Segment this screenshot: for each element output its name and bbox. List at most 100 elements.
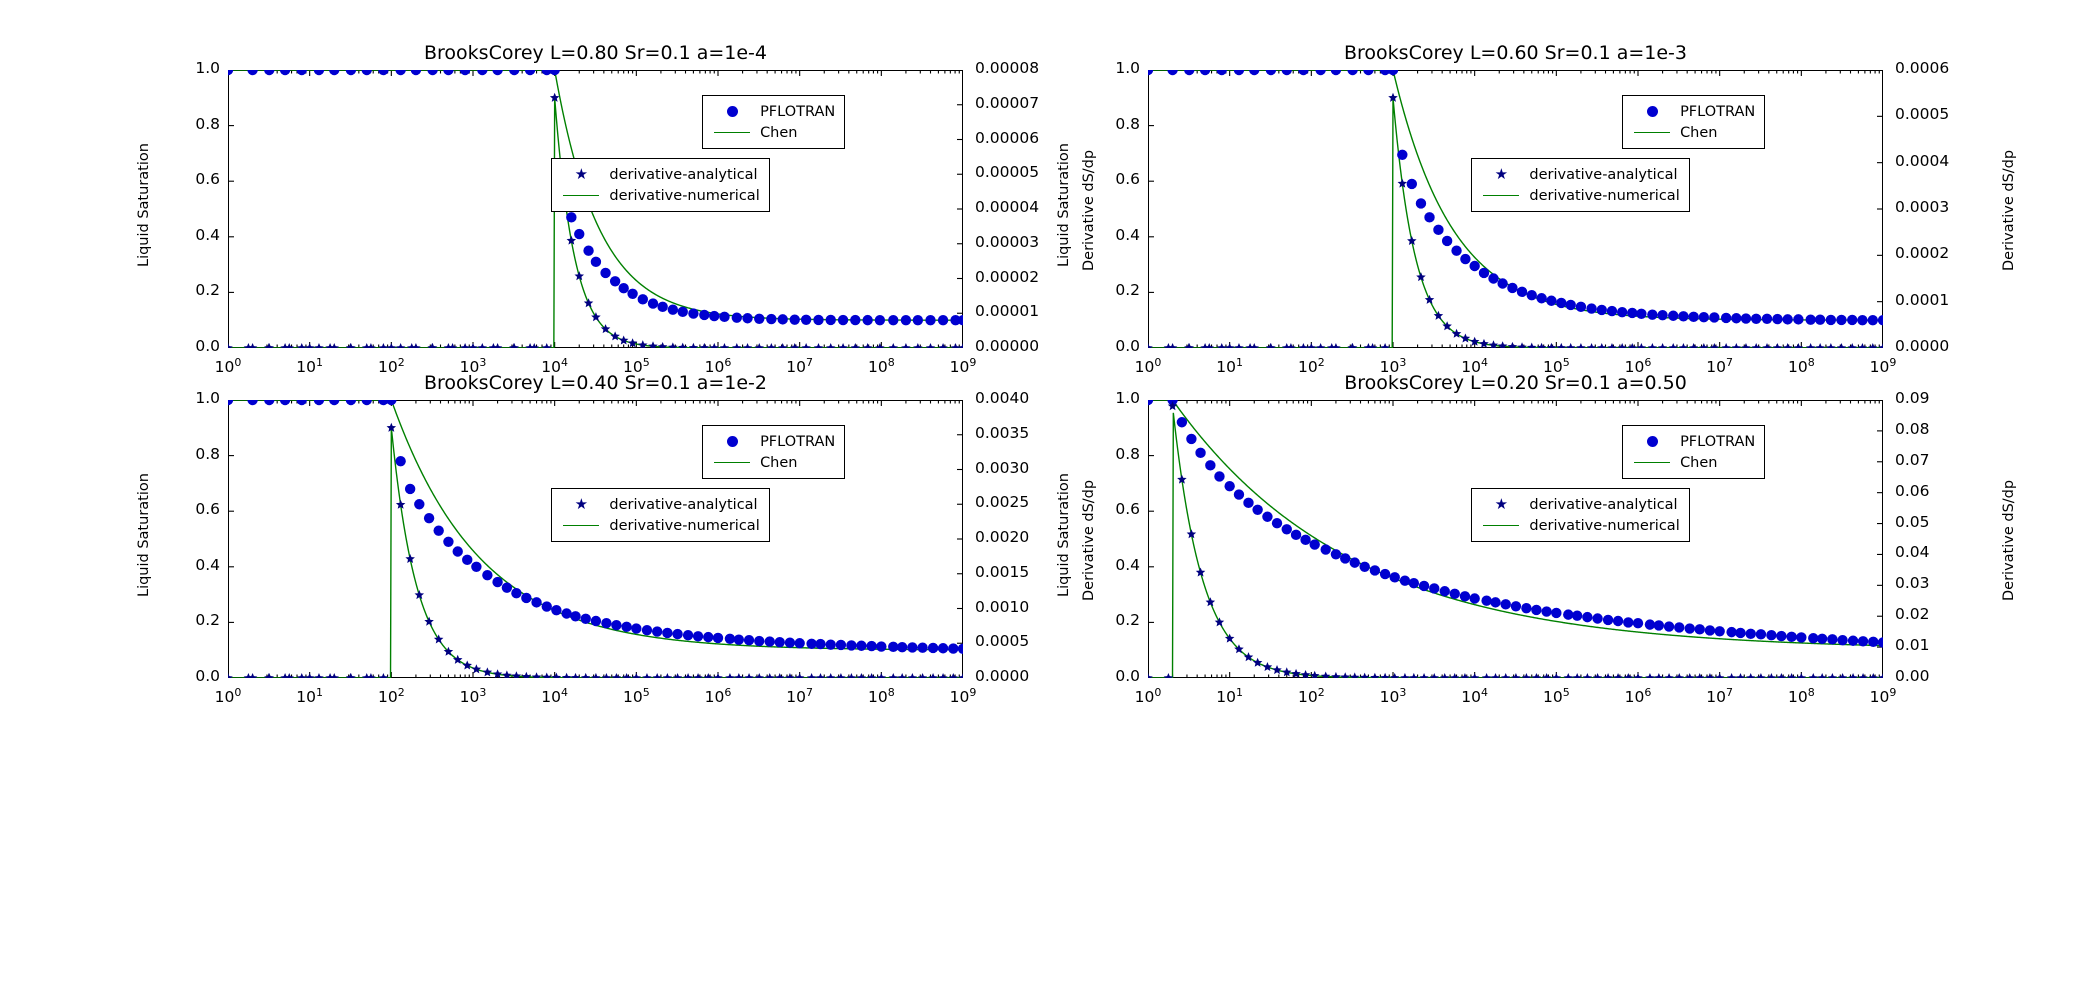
y-tick-left: 0.0 <box>195 667 220 685</box>
y-tick-left: 0.6 <box>195 170 220 189</box>
x-tick: 103 <box>459 356 487 377</box>
panel-title: BrooksCorey L=0.20 Sr=0.1 a=0.50 <box>1344 372 1687 394</box>
legend-upper[interactable]: PFLOTRAN Chen <box>1622 95 1766 149</box>
legend-label: derivative-numerical <box>1529 517 1680 534</box>
line-icon <box>1630 462 1674 463</box>
y-tick-left: 1.0 <box>195 389 220 407</box>
legend-row: derivative-numerical <box>559 185 760 206</box>
legend-lower[interactable]: ★ derivative-analytical derivative-numeric… <box>551 488 770 542</box>
x-tick: 106 <box>704 686 732 707</box>
legend-lower[interactable]: ★ derivative-analytical derivative-numeric… <box>551 158 770 212</box>
y-tick-left: 0.4 <box>195 555 220 574</box>
y-tick-right: 0.00004 <box>975 198 1040 216</box>
y-tick-right: 0.00001 <box>975 302 1040 321</box>
series-derivative-numerical <box>1148 412 1883 678</box>
y-axis-label-left: Liquid Saturation <box>136 143 152 267</box>
panel-title: BrooksCorey L=0.60 Sr=0.1 a=1e-3 <box>1343 42 1688 64</box>
legend-row: PFLOTRAN <box>1630 431 1755 452</box>
x-tick: 105 <box>622 686 650 707</box>
y-tick-right: 0.00006 <box>975 128 1040 147</box>
dot-icon <box>726 106 738 117</box>
series-pflotran <box>228 70 963 326</box>
x-tick: 105 <box>622 356 650 377</box>
star-icon: ★ <box>574 495 589 513</box>
dot-icon <box>1646 436 1658 447</box>
legend-label: derivative-numerical <box>1529 187 1680 204</box>
y-tick-right: 0.03 <box>1895 574 1930 593</box>
x-tick: 106 <box>704 356 732 377</box>
y-tick-right: 0.0000 <box>1895 337 1950 355</box>
star-icon: ★ <box>1479 167 1523 182</box>
x-tick: 104 <box>541 356 569 377</box>
legend-label: PFLOTRAN <box>760 433 836 450</box>
x-tick: 107 <box>1706 686 1734 707</box>
panel-title: BrooksCorey L=0.40 Sr=0.1 a=1e-2 <box>423 372 768 394</box>
y-tick-right: 0.00 <box>1895 667 1930 685</box>
x-tick: 101 <box>1216 686 1244 707</box>
plot-area-panel-bottom-right <box>1148 400 1883 678</box>
y-tick-left: 0.4 <box>195 225 220 244</box>
x-tick: 101 <box>1216 356 1244 377</box>
x-tick: 109 <box>1869 686 1897 707</box>
y-tick-left: 0.8 <box>195 114 220 133</box>
legend-row: PFLOTRAN <box>710 431 835 452</box>
x-tick: 104 <box>1461 686 1489 707</box>
series-pflotran <box>228 400 963 655</box>
legend-label: derivative-numerical <box>609 187 760 204</box>
dot-icon <box>710 106 754 117</box>
dot-icon <box>1646 106 1658 117</box>
y-tick-right: 0.09 <box>1895 389 1930 407</box>
legend-row: derivative-numerical <box>559 515 760 536</box>
y-tick-right: 0.0010 <box>975 597 1030 616</box>
y-tick-right: 0.0015 <box>975 562 1030 581</box>
x-tick: 101 <box>296 356 324 377</box>
series-derivative-analytical <box>228 422 963 678</box>
y-tick-right: 0.0004 <box>1895 151 1950 170</box>
y-tick-right: 0.04 <box>1895 543 1930 562</box>
legend-lower[interactable]: ★ derivative-analytical derivative-numeric… <box>1471 158 1690 212</box>
legend-row: PFLOTRAN <box>1630 101 1755 122</box>
line-icon <box>1630 132 1674 133</box>
y-tick-left: 1.0 <box>195 59 220 77</box>
y-tick-right: 0.0005 <box>975 632 1030 651</box>
x-tick: 106 <box>1624 686 1652 707</box>
y-tick-right: 0.0005 <box>1895 105 1950 124</box>
legend-row: PFLOTRAN <box>710 101 835 122</box>
dot-icon <box>1630 436 1674 447</box>
legend-row: ★ derivative-analytical <box>1479 164 1679 185</box>
y-tick-right: 0.08 <box>1895 419 1930 438</box>
x-tick: 100 <box>214 686 242 707</box>
legend-row: Chen <box>710 122 835 143</box>
x-tick: 102 <box>377 356 405 377</box>
y-axis-label-left: Liquid Saturation <box>1056 143 1072 267</box>
legend-label: derivative-analytical <box>1529 166 1678 183</box>
star-icon: ★ <box>1494 495 1509 513</box>
x-tick: 108 <box>1787 356 1815 377</box>
y-tick-left: 0.0 <box>1115 337 1140 355</box>
y-axis-label-right: Derivative dS/dp <box>1081 479 1097 601</box>
y-tick-left: 0.4 <box>1115 555 1140 574</box>
y-tick-left: 0.6 <box>1115 170 1140 189</box>
y-tick-right: 0.00007 <box>975 93 1040 112</box>
x-tick: 108 <box>867 356 895 377</box>
x-tick: 104 <box>541 686 569 707</box>
star-icon: ★ <box>559 497 603 512</box>
legend-lower[interactable]: ★ derivative-analytical derivative-numeric… <box>1471 488 1690 542</box>
legend-label: PFLOTRAN <box>760 103 836 120</box>
legend-upper[interactable]: PFLOTRAN Chen <box>1622 425 1766 479</box>
x-tick: 100 <box>1134 686 1162 707</box>
x-tick: 100 <box>1134 356 1162 377</box>
y-tick-right: 0.0025 <box>975 493 1030 512</box>
legend-upper[interactable]: PFLOTRAN Chen <box>702 95 846 149</box>
legend-upper[interactable]: PFLOTRAN Chen <box>702 425 846 479</box>
x-tick: 109 <box>949 686 977 707</box>
line-icon <box>563 525 600 526</box>
x-tick: 105 <box>1542 356 1570 377</box>
star-icon: ★ <box>574 165 589 183</box>
legend-row: ★ derivative-analytical <box>559 494 759 515</box>
x-tick: 103 <box>1379 686 1407 707</box>
y-tick-right: 0.00000 <box>975 337 1040 355</box>
y-tick-right: 0.06 <box>1895 481 1930 500</box>
y-tick-left: 0.4 <box>1115 225 1140 244</box>
